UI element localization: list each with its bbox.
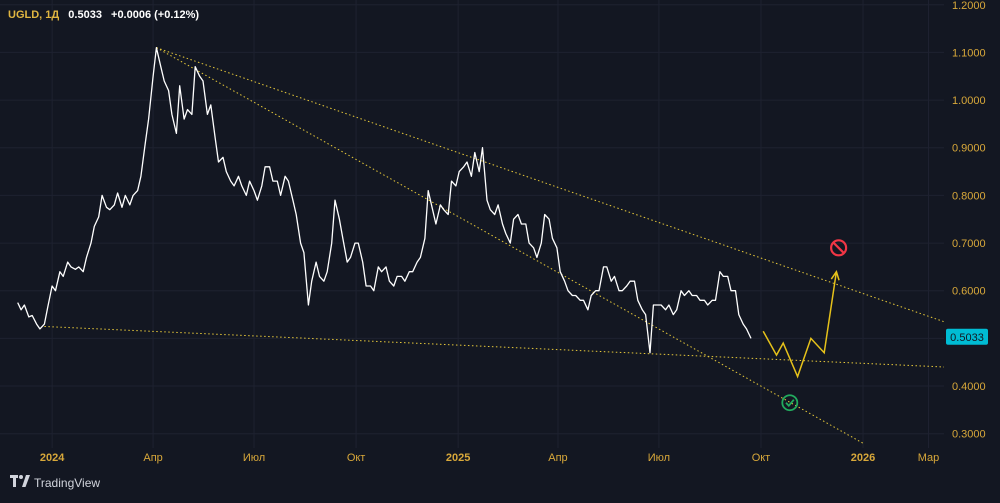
x-tick-label: Апр [143,452,162,464]
x-tick-label: Апр [548,452,567,464]
y-tick-label: 0.9000 [952,143,986,155]
y-tick-label: 0.6000 [952,286,986,298]
trendline [156,47,864,444]
last-price-label-bg [946,328,988,345]
x-tick-label: Окт [752,452,771,464]
y-tick-label: 0.3000 [952,429,986,441]
y-tick-label: 0.8000 [952,190,986,202]
y-tick-label: 1.0000 [952,95,986,107]
x-tick-label: Окт [347,452,366,464]
stop-icon [830,239,848,257]
y-tick-label: 1.2000 [952,0,986,12]
tradingview-brand[interactable]: TradingView [10,475,100,490]
x-tick-label: Мар [918,452,940,464]
x-tick-label: Июл [243,452,265,464]
y-tick-label: 1.1000 [952,47,986,59]
trendline [44,325,945,368]
x-tick-label: Июл [648,452,670,464]
price-series-line [17,47,752,354]
price-change: +0.0006 (+0.12%) [111,9,200,21]
check-icon [781,394,799,412]
last-price-value: 0.5033 [68,9,102,21]
forecast-path [762,271,838,379]
x-tick-label: 2025 [446,452,470,464]
brand-name: TradingView [34,475,101,490]
x-tick-label: 2024 [40,452,65,464]
symbol-legend: UGLD, 1Д 0.5033 +0.0006 (+0.12%) [8,9,199,21]
tradingview-logo-icon [10,475,30,490]
forecast-arrowhead [830,269,840,281]
y-tick-label: 0.7000 [952,238,986,250]
trendline [156,47,945,323]
last-price-label: 0.5033 [950,332,984,344]
y-tick-label: 0.4000 [952,381,986,393]
x-tick-label: 2026 [851,452,875,464]
symbol-label[interactable]: UGLD, 1Д [8,9,60,21]
